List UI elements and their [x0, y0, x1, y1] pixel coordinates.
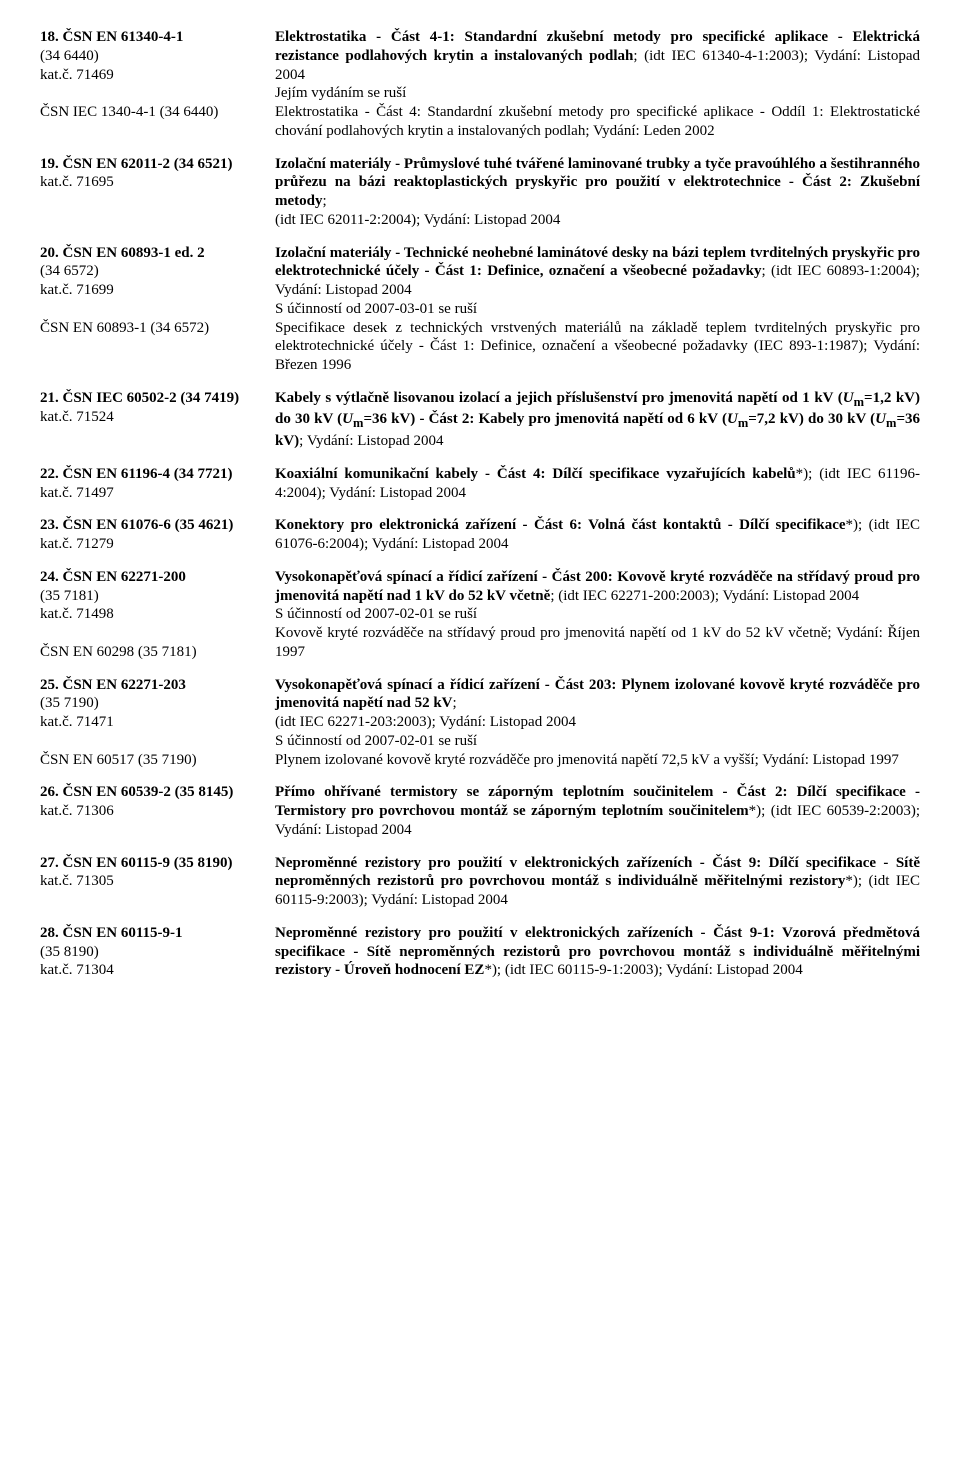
entry-right-column: Vysokonapěťová spínací a řídicí zařízení…: [275, 568, 920, 662]
standard-meta: kat.č. 71498: [40, 605, 265, 624]
standard-entry: 22. ČSN EN 61196-4 (34 7721)kat.č. 71497…: [40, 465, 920, 503]
standard-number: 27. ČSN EN 60115-9 (35 8190): [40, 854, 265, 873]
standard-meta: [40, 732, 265, 751]
description-line: Přímo ohřívané termistory se záporným te…: [275, 783, 920, 839]
entry-right-column: Kabely s výtlačně lisovanou izolací a je…: [275, 389, 920, 451]
standard-meta: kat.č. 71695: [40, 173, 265, 192]
standard-meta: kat.č. 71304: [40, 961, 265, 980]
entry-left-column: 23. ČSN EN 61076-6 (35 4621)kat.č. 71279: [40, 516, 275, 554]
standard-meta: kat.č. 71305: [40, 872, 265, 891]
standard-meta: [40, 300, 265, 319]
standard-meta: kat.č. 71279: [40, 535, 265, 554]
standard-meta: ČSN EN 60517 (35 7190): [40, 751, 265, 770]
standard-number: 22. ČSN EN 61196-4 (34 7721): [40, 465, 265, 484]
entry-left-column: 21. ČSN IEC 60502-2 (34 7419)kat.č. 7152…: [40, 389, 275, 451]
entry-left-column: 20. ČSN EN 60893-1 ed. 2(34 6572)kat.č. …: [40, 244, 275, 375]
entry-right-column: Koaxiální komunikační kabely - Část 4: D…: [275, 465, 920, 503]
entry-right-column: Přímo ohřívané termistory se záporným te…: [275, 783, 920, 839]
standard-meta: ČSN EN 60893-1 (34 6572): [40, 319, 265, 338]
description-line: Kabely s výtlačně lisovanou izolací a je…: [275, 389, 920, 451]
standard-meta: kat.č. 71699: [40, 281, 265, 300]
entry-left-column: 18. ČSN EN 61340-4-1(34 6440)kat.č. 7146…: [40, 28, 275, 141]
standard-number: 20. ČSN EN 60893-1 ed. 2: [40, 244, 265, 263]
description-line: (idt IEC 62011-2:2004); Vydání: Listopad…: [275, 211, 920, 230]
entry-left-column: 26. ČSN EN 60539-2 (35 8145)kat.č. 71306: [40, 783, 275, 839]
standard-meta: (35 7190): [40, 694, 265, 713]
description-line: S účinností od 2007-02-01 se ruší: [275, 605, 920, 624]
standard-meta: kat.č. 71469: [40, 66, 265, 85]
description-line: (idt IEC 62271-203:2003); Vydání: Listop…: [275, 713, 920, 732]
entry-right-column: Vysokonapěťová spínací a řídicí zařízení…: [275, 676, 920, 770]
standard-entry: 18. ČSN EN 61340-4-1(34 6440)kat.č. 7146…: [40, 28, 920, 141]
standard-number: 19. ČSN EN 62011-2 (34 6521): [40, 155, 265, 174]
description-line: Specifikace desek z technických vrstvený…: [275, 319, 920, 375]
standard-meta: (34 6440): [40, 47, 265, 66]
description-line: Elektrostatika - Část 4: Standardní zkuš…: [275, 103, 920, 141]
description-line: S účinností od 2007-03-01 se ruší: [275, 300, 920, 319]
entry-left-column: 27. ČSN EN 60115-9 (35 8190)kat.č. 71305: [40, 854, 275, 910]
standard-meta: kat.č. 71306: [40, 802, 265, 821]
entry-left-column: 24. ČSN EN 62271-200(35 7181)kat.č. 7149…: [40, 568, 275, 662]
standard-entry: 27. ČSN EN 60115-9 (35 8190)kat.č. 71305…: [40, 854, 920, 910]
standard-entry: 23. ČSN EN 61076-6 (35 4621)kat.č. 71279…: [40, 516, 920, 554]
standard-number: 28. ČSN EN 60115-9-1: [40, 924, 265, 943]
standard-entry: 24. ČSN EN 62271-200(35 7181)kat.č. 7149…: [40, 568, 920, 662]
entry-right-column: Elektrostatika - Část 4-1: Standardní zk…: [275, 28, 920, 141]
entry-right-column: Izolační materiály - Průmyslové tuhé tvá…: [275, 155, 920, 230]
standard-meta: ČSN EN 60298 (35 7181): [40, 643, 265, 662]
description-line: Vysokonapěťová spínací a řídicí zařízení…: [275, 568, 920, 606]
entry-left-column: 25. ČSN EN 62271-203(35 7190)kat.č. 7147…: [40, 676, 275, 770]
description-line: Elektrostatika - Část 4-1: Standardní zk…: [275, 28, 920, 84]
description-line: Kovově kryté rozváděče na střídavý proud…: [275, 624, 920, 662]
standard-meta: kat.č. 71524: [40, 408, 265, 427]
standard-number: 18. ČSN EN 61340-4-1: [40, 28, 265, 47]
standard-meta: (34 6572): [40, 262, 265, 281]
standard-meta: kat.č. 71471: [40, 713, 265, 732]
standard-meta: (35 7181): [40, 587, 265, 606]
standard-number: 21. ČSN IEC 60502-2 (34 7419): [40, 389, 265, 408]
entry-right-column: Konektory pro elektronická zařízení - Čá…: [275, 516, 920, 554]
entry-left-column: 22. ČSN EN 61196-4 (34 7721)kat.č. 71497: [40, 465, 275, 503]
standard-entry: 28. ČSN EN 60115-9-1(35 8190)kat.č. 7130…: [40, 924, 920, 980]
standard-meta: [40, 624, 265, 643]
standard-number: 24. ČSN EN 62271-200: [40, 568, 265, 587]
entry-left-column: 19. ČSN EN 62011-2 (34 6521)kat.č. 71695: [40, 155, 275, 230]
description-line: Izolační materiály - Průmyslové tuhé tvá…: [275, 155, 920, 211]
standard-number: 23. ČSN EN 61076-6 (35 4621): [40, 516, 265, 535]
standard-meta: ČSN IEC 1340-4-1 (34 6440): [40, 103, 265, 122]
standard-number: 25. ČSN EN 62271-203: [40, 676, 265, 695]
description-line: Vysokonapěťová spínací a řídicí zařízení…: [275, 676, 920, 714]
description-line: Plynem izolované kovově kryté rozváděče …: [275, 751, 920, 770]
standard-entry: 19. ČSN EN 62011-2 (34 6521)kat.č. 71695…: [40, 155, 920, 230]
description-line: Izolační materiály - Technické neohebné …: [275, 244, 920, 300]
entry-right-column: Neproměnné rezistory pro použití v elekt…: [275, 854, 920, 910]
entry-right-column: Izolační materiály - Technické neohebné …: [275, 244, 920, 375]
standard-meta: (35 8190): [40, 943, 265, 962]
description-line: Neproměnné rezistory pro použití v elekt…: [275, 924, 920, 980]
document-body: 18. ČSN EN 61340-4-1(34 6440)kat.č. 7146…: [40, 28, 920, 980]
standard-entry: 21. ČSN IEC 60502-2 (34 7419)kat.č. 7152…: [40, 389, 920, 451]
standard-number: 26. ČSN EN 60539-2 (35 8145): [40, 783, 265, 802]
standard-entry: 20. ČSN EN 60893-1 ed. 2(34 6572)kat.č. …: [40, 244, 920, 375]
standard-entry: 26. ČSN EN 60539-2 (35 8145)kat.č. 71306…: [40, 783, 920, 839]
entry-left-column: 28. ČSN EN 60115-9-1(35 8190)kat.č. 7130…: [40, 924, 275, 980]
entry-right-column: Neproměnné rezistory pro použití v elekt…: [275, 924, 920, 980]
description-line: S účinností od 2007-02-01 se ruší: [275, 732, 920, 751]
standard-meta: [40, 84, 265, 103]
standard-meta: kat.č. 71497: [40, 484, 265, 503]
description-line: Koaxiální komunikační kabely - Část 4: D…: [275, 465, 920, 503]
standard-entry: 25. ČSN EN 62271-203(35 7190)kat.č. 7147…: [40, 676, 920, 770]
description-line: Konektory pro elektronická zařízení - Čá…: [275, 516, 920, 554]
description-line: Neproměnné rezistory pro použití v elekt…: [275, 854, 920, 910]
description-line: Jejím vydáním se ruší: [275, 84, 920, 103]
